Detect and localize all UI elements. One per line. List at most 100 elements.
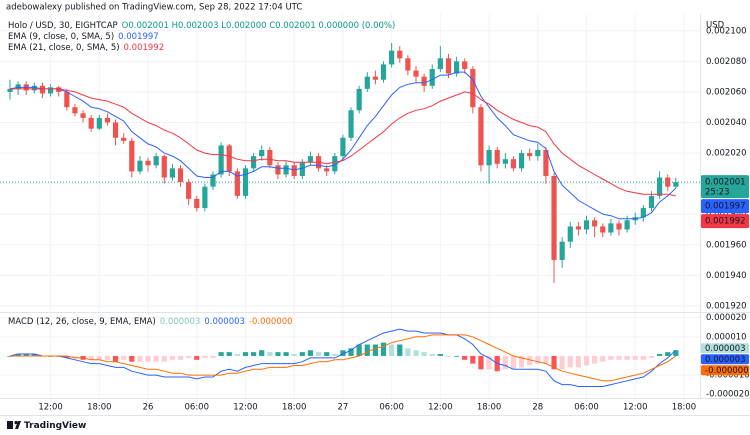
macd-line xyxy=(9,328,677,387)
y-tick-label: 0.002060 xyxy=(706,87,747,97)
price-badge xyxy=(701,199,749,214)
macd-badge xyxy=(701,354,749,365)
candle-body xyxy=(275,165,281,175)
histogram-bar xyxy=(397,344,403,356)
candle-body xyxy=(283,165,289,175)
candle-body xyxy=(478,107,484,166)
candle-body xyxy=(624,220,630,230)
histogram-bar xyxy=(194,355,200,360)
candle-body xyxy=(153,156,159,166)
y-tick-label: 0.002100 xyxy=(706,26,747,36)
histogram-bar xyxy=(608,355,614,360)
histogram-bar xyxy=(72,355,78,358)
histogram-bar xyxy=(502,355,508,370)
histogram-bar xyxy=(575,355,581,368)
candle-body xyxy=(267,150,273,166)
candle-body xyxy=(72,107,78,114)
y-tick-label: 0.002040 xyxy=(706,118,747,128)
histogram-bar xyxy=(567,355,573,368)
histogram-bar xyxy=(665,352,671,356)
y-tick-label: 0.000010 xyxy=(706,332,747,342)
hist-value: 0.000003 xyxy=(160,317,201,327)
histogram-bar xyxy=(324,352,330,356)
histogram-bar xyxy=(315,352,322,356)
candle-body xyxy=(421,76,427,86)
histogram-bar xyxy=(299,352,305,356)
candle-body xyxy=(307,156,314,163)
histogram-bar xyxy=(527,355,533,366)
candle-body xyxy=(169,168,175,178)
signal-value: -0.000000 xyxy=(249,317,293,327)
time-tick-label: 06:00 xyxy=(574,403,599,413)
symbol: Holo / USD, 30, EIGHTCAP xyxy=(8,21,118,31)
candle-body xyxy=(454,61,460,74)
histogram-bar xyxy=(543,355,549,364)
histogram-bar xyxy=(364,344,370,356)
candle-body xyxy=(186,182,192,199)
histogram-bar xyxy=(259,350,265,356)
candle-body xyxy=(356,88,362,111)
badge-label: 25:23 xyxy=(705,188,730,198)
time-tick-label: 06:00 xyxy=(379,403,404,413)
candle-body xyxy=(15,84,21,89)
histogram-bar xyxy=(275,352,281,356)
candle-body xyxy=(502,159,508,164)
candle-body xyxy=(121,137,127,141)
time-tick-label: 27 xyxy=(338,403,349,413)
time-tick-label: 18:00 xyxy=(282,403,307,413)
histogram-bar xyxy=(437,354,443,356)
candle-body xyxy=(242,168,249,196)
histogram-bar xyxy=(137,355,143,362)
candle-body xyxy=(64,91,70,108)
candle-body xyxy=(462,61,468,70)
macd-badge xyxy=(701,343,749,354)
histogram-bar xyxy=(307,350,314,356)
publisher-line: adebowalexy published on TradingView.com… xyxy=(6,3,302,13)
histogram-bar xyxy=(283,352,289,356)
histogram-bar xyxy=(153,355,159,362)
y-tick-label: 0.001940 xyxy=(706,271,747,281)
candle-body xyxy=(486,150,492,166)
candle-body xyxy=(194,198,200,209)
candle-body xyxy=(291,165,297,176)
histogram-bar xyxy=(31,354,37,356)
ema9-name: EMA (9, close, 0, SMA, 5) xyxy=(8,32,114,42)
candle-body xyxy=(600,226,606,233)
candle-body xyxy=(56,87,62,92)
time-tick-label: 12:00 xyxy=(428,403,453,413)
histogram-bar xyxy=(340,350,346,356)
candle-body xyxy=(364,76,370,89)
histogram-bar xyxy=(616,355,622,360)
candle-body xyxy=(80,113,86,118)
histogram-bar xyxy=(161,355,167,362)
histogram-bar xyxy=(413,350,419,356)
candle-body xyxy=(510,159,517,169)
histogram-bar xyxy=(332,354,338,356)
y-tick-label: 0.002020 xyxy=(706,149,747,159)
candle-body xyxy=(332,156,338,172)
candle-body xyxy=(437,58,443,70)
candle-body xyxy=(494,150,500,164)
price-badge xyxy=(701,214,749,229)
candle-body xyxy=(234,171,240,196)
candle-body xyxy=(429,69,435,86)
candle-body xyxy=(299,162,305,176)
candle-body xyxy=(470,69,476,108)
candle-body xyxy=(575,226,581,230)
histogram-bar xyxy=(226,352,232,356)
time-tick-label: 12:00 xyxy=(233,403,258,413)
candle-body xyxy=(559,241,565,261)
time-tick-label: 18:00 xyxy=(477,403,502,413)
candle-body xyxy=(389,50,395,65)
ema-line xyxy=(10,88,676,197)
time-tick-label: 12:00 xyxy=(623,403,648,413)
ohlc-values: O0.002001 H0.002003 L0.002000 C0.002001 … xyxy=(122,21,396,31)
badge-label: 0.001992 xyxy=(705,217,746,227)
candle-body xyxy=(535,150,541,157)
histogram-bar xyxy=(600,355,606,362)
histogram-bar xyxy=(583,355,590,366)
candle-body xyxy=(640,208,646,218)
candle-body xyxy=(445,58,452,74)
time-tick-label: 06:00 xyxy=(185,403,210,413)
ema9-legend: EMA (9, close, 0, SMA, 5) 0.001997 xyxy=(8,32,159,42)
